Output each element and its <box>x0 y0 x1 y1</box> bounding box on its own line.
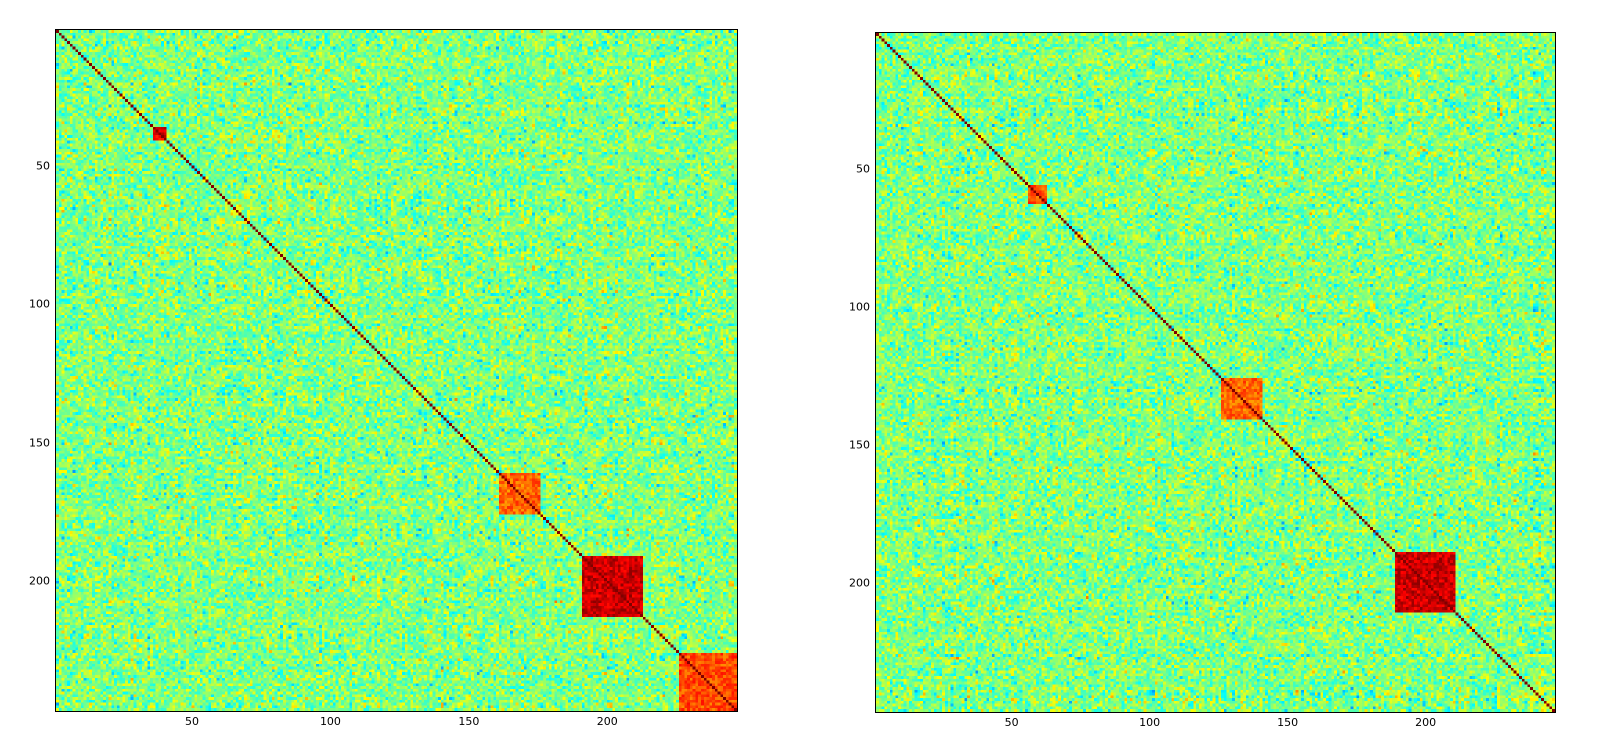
x-tick-label: 150 <box>458 715 480 728</box>
x-tick-label: 100 <box>1139 716 1161 729</box>
y-tick-label: 150 <box>29 436 50 450</box>
y-tick-label: 100 <box>29 297 50 311</box>
y-tick-label: 200 <box>29 574 50 588</box>
left-heatmap <box>55 29 738 712</box>
x-tick-label: 150 <box>1277 716 1299 729</box>
y-tick-label: 50 <box>36 159 50 173</box>
x-tick-label: 100 <box>319 715 341 728</box>
y-tick-label: 50 <box>856 162 870 176</box>
left-heatmap-panel: 50 100 150 200 50 100 150 200 <box>29 29 738 728</box>
right-heatmap <box>875 32 1556 713</box>
y-tick-label: 100 <box>849 300 870 314</box>
x-tick-label: 50 <box>185 715 200 728</box>
right-heatmap-panel: 50 100 150 200 50 100 150 200 <box>800 0 1600 753</box>
x-tick-label: 200 <box>596 715 618 728</box>
y-tick-label: 150 <box>849 438 870 452</box>
y-tick-label: 200 <box>849 576 870 590</box>
x-tick-label: 50 <box>1004 716 1019 729</box>
x-tick-label: 200 <box>1415 716 1437 729</box>
